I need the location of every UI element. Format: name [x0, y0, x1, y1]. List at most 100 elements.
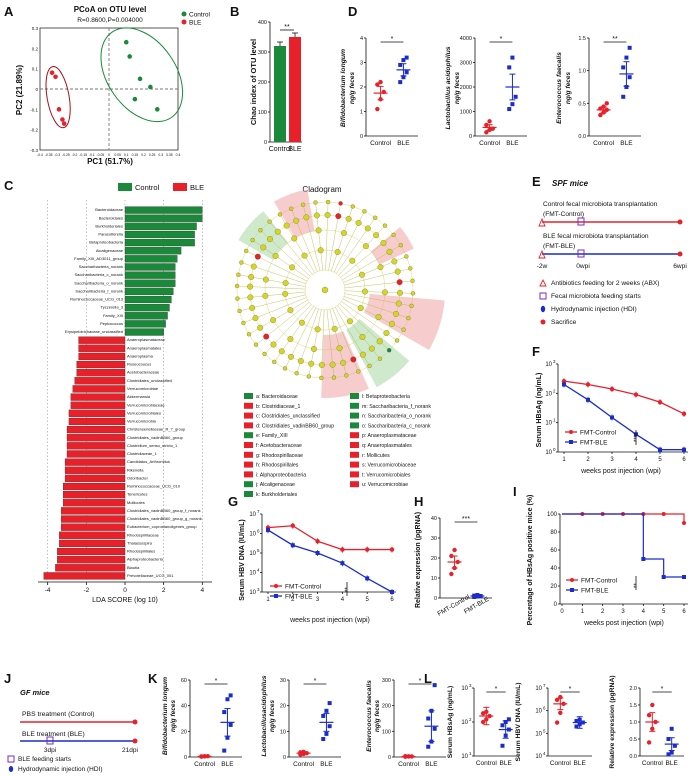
lda-bar	[124, 238, 195, 247]
chao-ytick-label: 100	[258, 110, 267, 116]
cladogram-node	[364, 225, 371, 232]
k-chart-1-sig: *	[215, 678, 218, 685]
cladogram-node	[254, 253, 261, 260]
lda-bar-label: Saccharibacteria_c_norank	[75, 272, 123, 277]
cladogram-legend-swatch	[244, 491, 253, 497]
hbsag-legend-marker	[569, 440, 573, 444]
lda-bar	[78, 336, 126, 344]
gf-title: GF mice	[20, 688, 50, 697]
pcoa-xtick: 0.15	[132, 153, 139, 157]
pcoa-xtick: -0.15	[79, 153, 87, 157]
l-chart-3-control-point	[646, 740, 652, 745]
l-chart-1-ytick-label: 10	[461, 686, 468, 692]
panel-letter: D	[348, 4, 357, 19]
l-chart-2-control-point	[554, 697, 560, 703]
l-chart-2-ytick-label-exponent: 4	[543, 751, 546, 756]
gf-legend-label: Hydrodynamic injection (HDI)	[18, 766, 103, 773]
km-sig: **	[634, 583, 640, 588]
sacrifice-dot	[677, 251, 683, 257]
cladogram-node	[297, 358, 304, 364]
lda-bar-label: Erysipelotrichaceae_unclassified	[65, 329, 123, 334]
pcoa-xtick: 0.1	[124, 153, 129, 157]
l-ylabel-2: Serum HBV DNA (IU/mL)	[515, 682, 522, 761]
k-chart-3-ble-point	[426, 744, 431, 749]
lda-bar-label: Rhodospirillales	[127, 549, 155, 554]
d-chart-2-ble-point	[510, 102, 515, 107]
hbvdna-control-point	[290, 523, 295, 528]
cladogram-node	[394, 268, 401, 275]
l-chart-1-ble-point	[500, 743, 505, 748]
d-chart-3-ytick-label: 0.0	[578, 134, 586, 140]
lda-bar	[124, 295, 172, 304]
pcoa-xtick: -0.1	[89, 153, 95, 157]
abx-triangle	[538, 217, 546, 227]
d-chart-3-control-point	[601, 104, 606, 109]
lda-bar-label: Family_XIII	[103, 313, 123, 318]
k-chart-2-ytick-label: 30	[280, 678, 286, 684]
lda-bar	[61, 507, 126, 515]
cladogram-node	[350, 204, 355, 209]
chao-ytick-label: 0	[264, 140, 267, 146]
k-chart-2-ble-point	[324, 708, 329, 713]
lda-bar-label: Christensenellaceae_R_7_group	[127, 427, 186, 432]
lda-bar-label: Parasutterella	[98, 232, 123, 237]
cladogram-node	[313, 200, 318, 205]
d-chart-3-control-point	[604, 101, 609, 106]
k-chart-3-ytick-label: 300	[382, 678, 391, 684]
cladogram-node	[293, 217, 300, 224]
lda-bar	[61, 515, 126, 523]
cladogram-node	[263, 333, 270, 340]
l-chart-2-control-point	[554, 720, 560, 725]
d-chart-2-control-point	[490, 126, 495, 131]
k-ylabel-1: Bifidobacterium longum	[162, 677, 169, 755]
cladogram-node	[277, 212, 283, 217]
l-chart-1-control-point	[487, 713, 492, 719]
k-chart-2-ble-point	[327, 701, 332, 706]
d-chart-2-control-point	[484, 122, 489, 128]
spf-line2-title: BLE fecal microbiota transplantation	[543, 233, 649, 240]
cladogram-node	[396, 289, 403, 296]
pgrna-ytick-label: 30	[431, 536, 437, 542]
lda-bar-label: Tenericutes	[127, 492, 147, 497]
lda-bar	[124, 328, 164, 336]
pgrna-control-point	[452, 547, 457, 553]
cladogram-node	[391, 258, 398, 265]
cladogram-node	[270, 341, 277, 348]
k-chart-2-category-label: Control	[293, 761, 315, 768]
cladogram-legend-label: o: Saccharibacteria_c_norank	[362, 423, 431, 429]
spf-line1-title: Control fecal microbiota transplantation	[543, 201, 658, 208]
cladogram-node	[349, 257, 356, 264]
lda-bar-label: Verrucomicrobiae	[127, 386, 159, 391]
lda-bar-label: Prevotellaceae_UCG_001	[127, 573, 174, 578]
l-chart-3-ble-point	[666, 737, 671, 741]
cladogram-node	[410, 278, 415, 283]
legend-drop-icon	[540, 305, 546, 313]
cladogram-ring	[304, 269, 346, 311]
spf-tick-label: 6wpi	[673, 263, 687, 270]
l-chart-3-ytick-label: 1.5	[629, 703, 637, 709]
cladogram-legend-label: k: Burkholderiales	[256, 492, 298, 498]
lda-xtick-label: 0	[123, 587, 127, 594]
cladogram-legend-swatch	[350, 393, 359, 399]
hbsag-legend-label: FMT-Control	[580, 430, 617, 437]
km-ble-point	[641, 557, 646, 561]
k-chart-3-ytick-label: 200	[382, 704, 391, 710]
d-chart-3-ble-point	[624, 85, 629, 89]
hbvdna-sig: **	[345, 587, 351, 592]
cladogram-node	[287, 307, 294, 314]
cladogram-wedge-ble	[274, 189, 315, 239]
hbsag-xtick-label: 1	[562, 457, 566, 463]
l-chart-3-ytick-label: 0.0	[629, 754, 637, 760]
hbsag-ytick-label: 10	[545, 362, 552, 368]
pgrna-ytick-label: 20	[431, 556, 437, 562]
legend-triangle-icon	[539, 278, 547, 287]
lda-xlabel: LDA SCORE (log 10)	[92, 597, 158, 604]
l-chart-2-ytick-label: 10	[535, 754, 542, 760]
pcoa-xtick: 0.35	[166, 153, 173, 157]
hbsag-ble-point	[586, 397, 590, 402]
cladogram-legend-label: b: Clostridiaceae_1	[256, 404, 301, 410]
cladogram-node	[357, 305, 364, 311]
l-chart-3-ytick-label: 2.0	[629, 686, 637, 692]
cladogram-node	[239, 260, 244, 265]
l-chart-2-ble-point	[577, 717, 582, 722]
